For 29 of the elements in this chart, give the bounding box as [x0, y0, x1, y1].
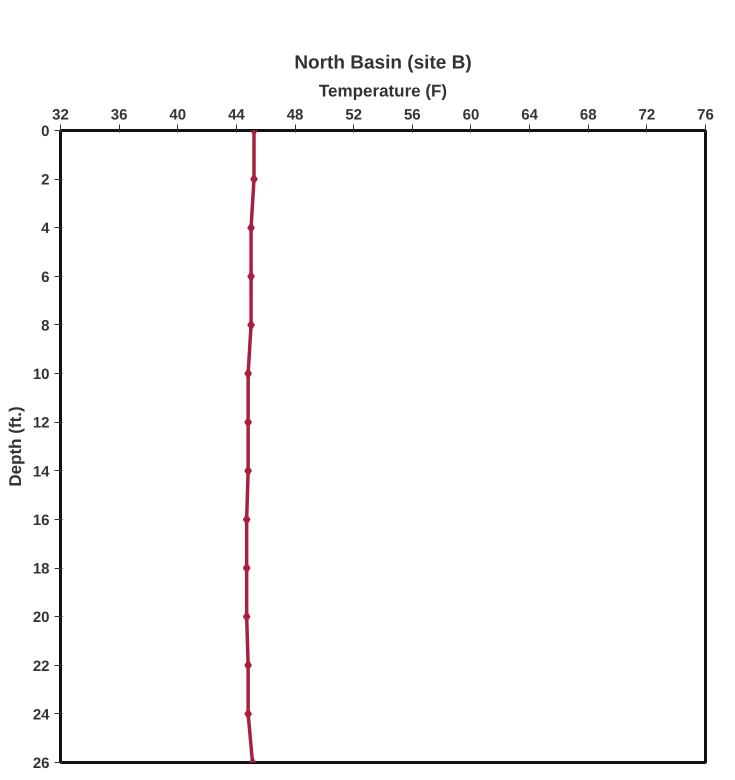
x-tick-label: 76 — [697, 106, 714, 124]
x-tick-label: 48 — [286, 106, 304, 124]
y-axis-title: Depth (ft.) — [6, 406, 25, 487]
x-tick-label: 68 — [580, 106, 597, 124]
y-tick-label: 22 — [32, 658, 50, 675]
x-tick-label: 44 — [228, 106, 246, 124]
y-tick-label: 10 — [32, 366, 50, 384]
y-tick-label: 6 — [41, 268, 50, 286]
chart-title: North Basin (site B) — [294, 52, 472, 74]
x-tick-label: 64 — [521, 106, 539, 124]
y-tick-label: 26 — [32, 755, 50, 772]
y-tick-label: 2 — [41, 172, 50, 189]
y-tick-label: 16 — [32, 512, 50, 529]
y-tick-label: 18 — [32, 560, 50, 578]
x-tick-label: 40 — [169, 106, 186, 124]
y-tick-label: 20 — [32, 609, 50, 626]
y-tick-label: 0 — [41, 123, 50, 140]
x-tick-label: 56 — [404, 106, 421, 124]
x-tick-label: 36 — [110, 106, 128, 124]
y-tick-label: 12 — [32, 414, 50, 432]
y-tick-label: 4 — [41, 220, 50, 238]
x-tick-label: 72 — [638, 106, 656, 124]
x-tick-label: 52 — [345, 106, 362, 124]
x-tick-label: 60 — [462, 106, 480, 124]
y-tick-label: 14 — [32, 463, 50, 480]
y-tick-label: 8 — [41, 317, 50, 334]
y-tick-label: 24 — [32, 706, 50, 724]
x-axis-title: Temperature (F) — [318, 82, 448, 100]
x-tick-label: 32 — [52, 106, 69, 124]
